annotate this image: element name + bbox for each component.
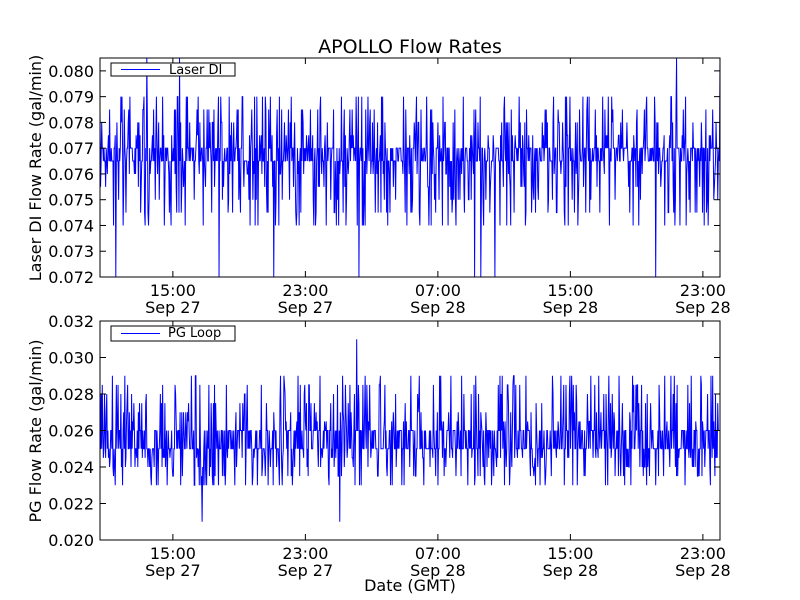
x-tick-label-date: Sep 28	[675, 298, 731, 317]
y-axis-label-pg-loop: PG Flow Rate (gal/min)	[26, 340, 45, 523]
x-tick-label-date: Sep 28	[410, 561, 466, 580]
x-tick-label-time: 15:00	[547, 544, 593, 563]
x-tick-label-date: Sep 27	[145, 561, 201, 580]
chart-title: APOLLO Flow Rates	[318, 36, 502, 58]
x-tick-label-time: 23:00	[282, 281, 328, 300]
series-line-laser-di	[99, 57, 721, 278]
y-tick-label: 0.074	[48, 216, 94, 235]
x-tick-label-date: Sep 28	[543, 561, 599, 580]
laser-di-series	[99, 57, 721, 278]
x-tick-label-time: 07:00	[415, 544, 461, 563]
x-tick-label-date: Sep 27	[145, 298, 201, 317]
laser-di-plot-frame	[99, 57, 721, 278]
x-tick-label-time: 23:00	[680, 281, 726, 300]
y-tick-label: 0.028	[48, 385, 94, 404]
x-tick-label-time: 15:00	[150, 544, 196, 563]
y-tick-label: 0.072	[48, 268, 94, 287]
x-tick-label-date: Sep 27	[278, 561, 334, 580]
x-tick-label-time: 07:00	[415, 281, 461, 300]
y-tick-label: 0.078	[48, 113, 94, 132]
x-tick-label-time: 23:00	[680, 544, 726, 563]
x-tick-label-time: 15:00	[150, 281, 196, 300]
y-tick-label: 0.022	[48, 495, 94, 514]
pg-loop-y-ticks: 0.020 0.022 0.024 0.026 0.028 0.030 0.032	[48, 312, 720, 550]
legend-box	[110, 62, 236, 77]
legend-box	[110, 325, 236, 342]
pg-loop-legend: PG Loop	[110, 325, 236, 342]
x-tick-label-time: 23:00	[282, 544, 328, 563]
x-tick-label-date: Sep 28	[675, 561, 731, 580]
y-tick-label: 0.026	[48, 422, 94, 441]
x-axis-label: Date (GMT)	[364, 576, 456, 595]
laser-di-plot: APOLLO Flow Rates Laser DI Flow Rate (ga…	[26, 36, 731, 317]
y-tick-label: 0.076	[48, 165, 94, 184]
series-line-pg-loop	[100, 339, 720, 522]
y-tick-label: 0.032	[48, 312, 94, 331]
x-tick-label-date: Sep 27	[278, 298, 334, 317]
legend-label-pg-loop: PG Loop	[168, 326, 221, 341]
y-tick-label: 0.024	[48, 458, 94, 477]
y-tick-label: 0.075	[48, 191, 94, 210]
laser-di-y-ticks: 0.072 0.073 0.074 0.075 0.076 0.077 0.078 0.079…	[48, 62, 720, 287]
y-tick-label: 0.073	[48, 242, 94, 261]
x-tick-label-time: 15:00	[547, 281, 593, 300]
laser-di-legend: Laser DI	[110, 62, 236, 78]
legend-label-laser-di: Laser DI	[169, 63, 222, 78]
x-tick-label-date: Sep 28	[543, 298, 599, 317]
pg-loop-series	[100, 339, 720, 522]
y-tick-label: 0.079	[48, 88, 94, 107]
y-tick-label: 0.080	[48, 62, 94, 81]
pg-loop-plot: PG Flow Rate (gal/min) 0.0200.0220.0240.…	[26, 312, 731, 595]
y-tick-label: 0.030	[48, 349, 94, 368]
y-tick-label: 0.077	[48, 139, 94, 158]
y-axis-label-laser-di: Laser DI Flow Rate (gal/min)	[26, 55, 45, 282]
y-tick-label: 0.020	[48, 531, 94, 550]
x-tick-label-date: Sep 28	[410, 298, 466, 317]
